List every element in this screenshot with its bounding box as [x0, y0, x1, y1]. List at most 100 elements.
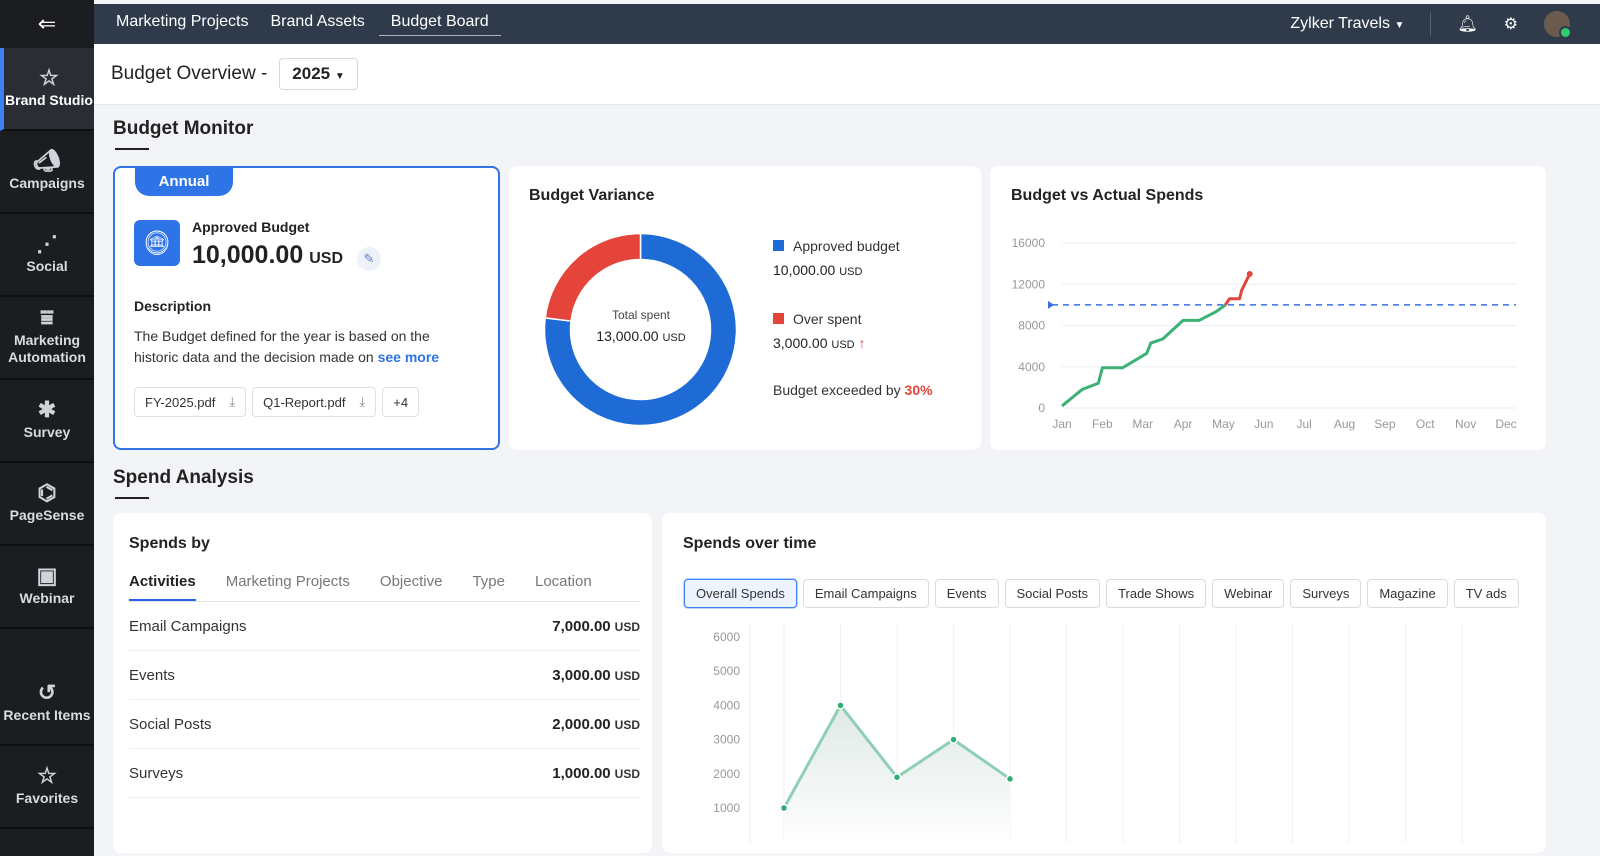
x-tick-label: Dec: [1495, 417, 1516, 431]
org-switcher[interactable]: Zylker Travels ▼: [1290, 15, 1404, 33]
row-unit: USD: [614, 668, 640, 683]
donut-center-value: 13,000.00 USD: [571, 328, 711, 344]
donut-chart: [543, 232, 738, 427]
bell-icon[interactable]: 🔔︎: [1457, 16, 1478, 33]
legend-swatch-approved: [773, 240, 784, 251]
sidebar-item-social[interactable]: ⋰ Social: [0, 214, 94, 297]
filter-chip-overall-spends[interactable]: Overall Spends: [684, 579, 797, 608]
approved-budget-label: Approved Budget: [192, 219, 310, 235]
edit-pencil-icon[interactable]: ✎: [357, 247, 381, 271]
y-tick-label: 12000: [1012, 277, 1046, 291]
table-row: Surveys 1,000.00 USD: [129, 749, 640, 798]
divider: [1430, 12, 1432, 36]
legend-swatch-over: [773, 313, 784, 324]
sidebar-item-brand-studio[interactable]: ☆ Brand Studio: [0, 48, 94, 131]
filter-chip-events[interactable]: Events: [934, 579, 999, 608]
coins-icon: 🪙︎: [134, 220, 180, 266]
history-icon: ↺: [37, 679, 57, 705]
sidebar-item-label: Favorites: [15, 789, 79, 806]
budget-exceeded: Budget exceeded by 30%: [773, 382, 933, 398]
spends-over-time-card: Spends over time Overall Spends Email Cam…: [662, 513, 1546, 853]
tab-marketing-projects[interactable]: Marketing Projects: [116, 13, 249, 30]
year-value: 2025: [292, 64, 331, 83]
tab-budget-board[interactable]: Budget Board: [378, 13, 501, 36]
share-icon: ⋰: [36, 230, 58, 256]
sidebar-item-campaigns[interactable]: 📣︎ Campaigns: [0, 131, 94, 214]
filter-chip-trade-shows[interactable]: Trade Shows: [1106, 579, 1207, 608]
sidebar-item-marketing-automation[interactable]: ⩸ Marketing Automation: [0, 297, 94, 380]
page-title: Budget Overview -: [111, 63, 268, 84]
table-row: Email Campaigns 7,000.00 USD: [129, 602, 640, 651]
file-chip[interactable]: FY-2025.pdf ⤓: [134, 387, 247, 417]
budget-monitor-title: Budget Monitor: [113, 118, 254, 150]
tab-marketing-projects[interactable]: Marketing Projects: [225, 573, 350, 590]
sidebar-item-pagesense[interactable]: ⌬ PageSense: [0, 463, 94, 546]
budget-vs-actual-card: Budget vs Actual Spends 0 4000 8000 12000 16…: [990, 166, 1546, 450]
row-name: Email Campaigns: [129, 617, 247, 635]
description-title: Description: [134, 298, 212, 314]
avatar[interactable]: [1544, 11, 1572, 39]
tab-location[interactable]: Location: [534, 573, 592, 590]
table-row: Events 3,000.00 USD: [129, 651, 640, 700]
data-point: [892, 772, 902, 782]
x-tick-label: Oct: [1416, 417, 1435, 431]
legend-label: Over spent: [793, 311, 862, 327]
tab-brand-assets[interactable]: Brand Assets: [270, 13, 365, 30]
file-chip[interactable]: Q1-Report.pdf ⤓: [252, 387, 377, 417]
row-unit: USD: [614, 717, 640, 732]
budget-variance-card: Budget Variance Total spent 13,000.00 US…: [509, 166, 981, 450]
row-name: Social Posts: [129, 715, 212, 733]
collapse-menu-icon[interactable]: ⇐: [37, 11, 57, 36]
row-unit: USD: [614, 619, 640, 634]
tab-type[interactable]: Type: [472, 573, 505, 590]
filter-chip-surveys[interactable]: Surveys: [1290, 579, 1362, 608]
approved-value: 10,000.00: [773, 262, 836, 278]
more-files-button[interactable]: +4: [382, 387, 420, 417]
actual-spend-line: [1061, 303, 1227, 408]
legend-approved: Approved budget 10,000.00 USD: [773, 238, 900, 278]
filter-chip-webinar[interactable]: Webinar: [1212, 579, 1285, 608]
legend-label: Approved budget: [793, 238, 900, 254]
data-point: [836, 701, 845, 710]
tab-objective[interactable]: Objective: [379, 573, 443, 590]
y-tick-label: 5000: [713, 664, 740, 678]
gear-icon[interactable]: ⚙: [1503, 16, 1518, 33]
currency: USD: [309, 250, 343, 267]
see-more-link[interactable]: see more: [377, 349, 440, 365]
budget-vs-actual-chart: 0 4000 8000 12000 16000 Jan Feb Mar Apr May Jun Jul…: [1012, 236, 1517, 431]
caret-down-icon: ▼: [334, 71, 345, 82]
sidebar-item-favorites[interactable]: ☆ Favorites: [0, 746, 94, 829]
top-nav: Marketing Projects Brand Assets Budget B…: [94, 4, 1600, 44]
file-name: Q1-Report.pdf: [263, 394, 346, 410]
exceeded-pct: 30%: [904, 382, 933, 398]
row-value: 3,000.00: [552, 666, 611, 684]
y-tick-label: 16000: [1012, 236, 1046, 250]
filter-chip-tv-ads[interactable]: TV ads: [1453, 579, 1519, 608]
sidebar-item-label: Recent Items: [3, 706, 91, 723]
filter-chip-email-campaigns[interactable]: Email Campaigns: [802, 579, 929, 608]
total-spent-value: 13,000.00: [596, 328, 659, 344]
table-row: Social Posts 2,000.00 USD: [129, 700, 640, 749]
sidebar-item-survey[interactable]: ✱ Survey: [0, 380, 94, 463]
download-icon[interactable]: ⤓: [359, 394, 366, 409]
card-title: Budget Variance: [529, 187, 655, 204]
spends-over-time-chart: 1000 2000 3000 4000 5000 6000: [713, 623, 1463, 843]
sidebar-item-webinar[interactable]: ▣ Webinar: [0, 546, 94, 629]
tab-activities[interactable]: Activities: [129, 573, 196, 601]
data-point: [1005, 774, 1015, 784]
annual-budget-card: Annual 🪙︎ Approved Budget 10,000.00 USD …: [113, 166, 500, 450]
row-value: 1,000.00: [552, 764, 611, 782]
year-select[interactable]: 2025 ▼: [279, 58, 358, 90]
row-name: Events: [129, 666, 175, 684]
download-icon[interactable]: ⤓: [229, 394, 236, 409]
filter-chip-magazine[interactable]: Magazine: [1367, 579, 1448, 608]
filter-chip-social-posts[interactable]: Social Posts: [1004, 579, 1101, 608]
sidebar-item-label: Survey: [23, 423, 71, 440]
sidebar-item-recent-items[interactable]: ↺ Recent Items: [0, 663, 94, 746]
y-tick-label: 1000: [713, 801, 740, 815]
over-budget-line: [1224, 273, 1252, 306]
chevron-down-icon: ▼: [1394, 20, 1405, 31]
data-point: [1246, 270, 1253, 277]
legend-over-spent: Over spent 3,000.00 USD ↑: [773, 311, 866, 351]
x-tick-label: Jan: [1052, 417, 1071, 431]
